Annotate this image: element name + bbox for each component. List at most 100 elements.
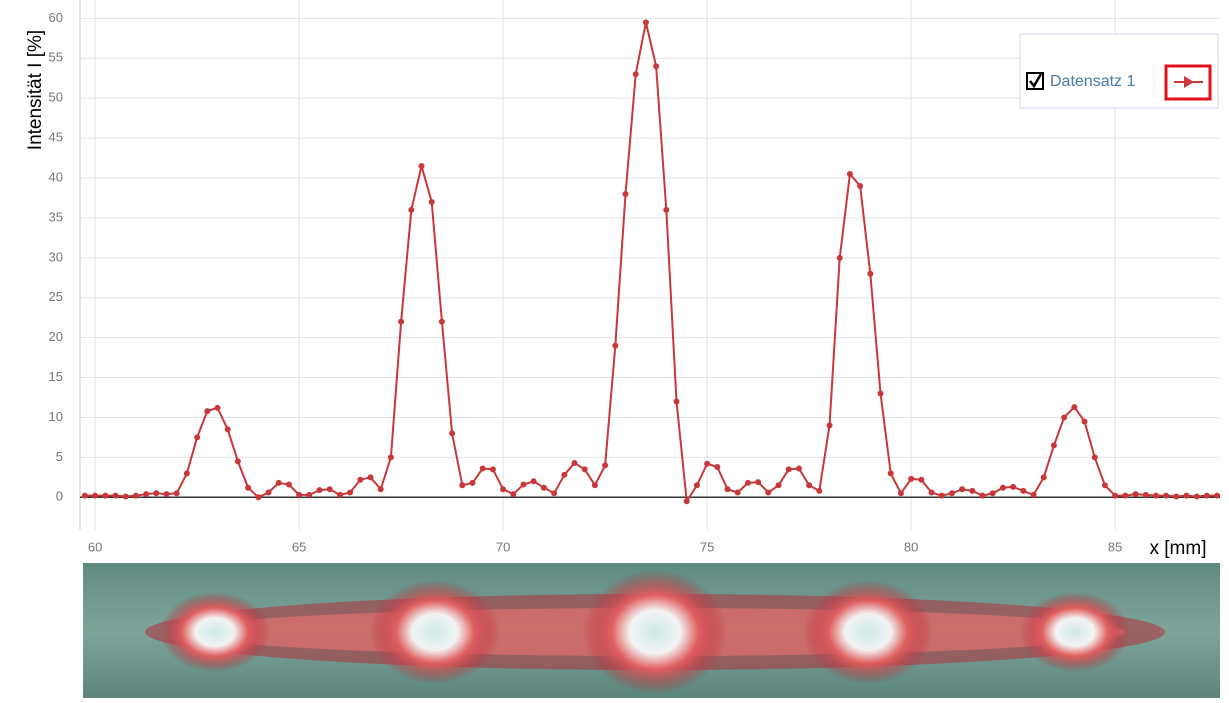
data-point (489, 466, 496, 473)
data-point (1142, 491, 1149, 498)
data-point (306, 491, 313, 498)
legend-marker-button[interactable] (1164, 64, 1212, 101)
data-point (347, 489, 354, 496)
data-point (795, 465, 802, 472)
data-point (816, 487, 823, 494)
data-point (1122, 492, 1129, 499)
data-point (969, 487, 976, 494)
intensity-image (83, 563, 1220, 698)
y-tick-label: 55 (49, 50, 63, 65)
data-point (908, 475, 915, 482)
data-point (520, 481, 527, 488)
data-point (163, 491, 170, 498)
data-point (1152, 492, 1159, 499)
legend-box (1019, 33, 1219, 109)
data-point (622, 190, 629, 197)
data-point (102, 492, 109, 499)
data-point (979, 492, 986, 499)
data-point (785, 466, 792, 473)
data-point (1010, 483, 1017, 490)
data-point (561, 471, 568, 478)
y-tick-label: 20 (49, 329, 63, 344)
data-point (245, 484, 252, 491)
data-point (826, 422, 833, 429)
data-point (867, 270, 874, 277)
data-point (296, 491, 303, 498)
data-point (316, 487, 323, 494)
data-point (92, 492, 99, 499)
data-point (663, 206, 670, 213)
y-tick-label: 30 (49, 249, 63, 264)
data-point (418, 163, 425, 170)
y-tick-label: 0 (56, 489, 63, 504)
data-point (591, 482, 598, 489)
data-point (857, 182, 864, 189)
image-spot (1020, 592, 1130, 672)
data-point (387, 454, 394, 461)
data-point (1203, 492, 1210, 499)
data-point (510, 491, 517, 498)
data-point (143, 491, 150, 498)
x-tick-label: 60 (88, 539, 102, 554)
data-point (265, 489, 272, 496)
data-point (846, 171, 853, 178)
data-point (612, 342, 619, 349)
x-tick-label: 85 (1108, 539, 1122, 554)
legend[interactable]: Datensatz 1 (1019, 33, 1219, 109)
legend-label[interactable]: Datensatz 1 (1050, 73, 1135, 90)
data-point (693, 482, 700, 489)
data-point (1040, 474, 1047, 481)
x-tick-label: 65 (292, 539, 306, 554)
data-point (744, 479, 751, 486)
image-spot (803, 580, 933, 684)
legend-arrow (1184, 76, 1194, 88)
data-point (183, 470, 190, 477)
x-tick-label: 75 (700, 539, 714, 554)
data-point (438, 318, 445, 325)
data-point (704, 460, 711, 467)
data-point (469, 479, 476, 486)
data-point (285, 481, 292, 488)
y-tick-label: 50 (49, 90, 63, 105)
data-point (408, 206, 415, 213)
data-point (755, 479, 762, 486)
data-point (653, 63, 660, 70)
data-point (173, 490, 180, 497)
data-point (836, 254, 843, 261)
plot-area: 0 5 10 15 20 25 30 35 40 45 50 55 60 60 65 70 75 80 85 (49, 0, 1221, 554)
data-point (500, 486, 507, 493)
data-point (336, 491, 343, 498)
data-point (877, 390, 884, 397)
data-point (1101, 482, 1108, 489)
y-tick-label: 60 (49, 10, 63, 25)
data-point (449, 430, 456, 437)
data-point (530, 478, 537, 485)
data-point (153, 490, 160, 497)
data-point (948, 490, 955, 497)
data-point (1081, 418, 1088, 425)
data-point (734, 489, 741, 496)
data-point (255, 494, 262, 501)
data-point (775, 482, 782, 489)
data-point (214, 404, 221, 411)
y-tick-label: 5 (56, 449, 63, 464)
y-tick-label: 10 (49, 409, 63, 424)
image-spot (160, 592, 270, 672)
data-point (928, 489, 935, 496)
data-point (918, 476, 925, 483)
data-point (81, 492, 88, 499)
data-point (122, 493, 129, 500)
data-point (377, 486, 384, 493)
data-point (571, 459, 578, 466)
data-point (897, 490, 904, 497)
y-tick-label: 40 (49, 169, 63, 184)
data-point (398, 318, 405, 325)
data-point (989, 490, 996, 497)
data-point (132, 492, 139, 499)
data-point (1163, 492, 1170, 499)
data-point (357, 476, 364, 483)
data-point (1091, 454, 1098, 461)
data-point (459, 482, 466, 489)
y-axis-label: Intensität I [%] (25, 30, 46, 150)
